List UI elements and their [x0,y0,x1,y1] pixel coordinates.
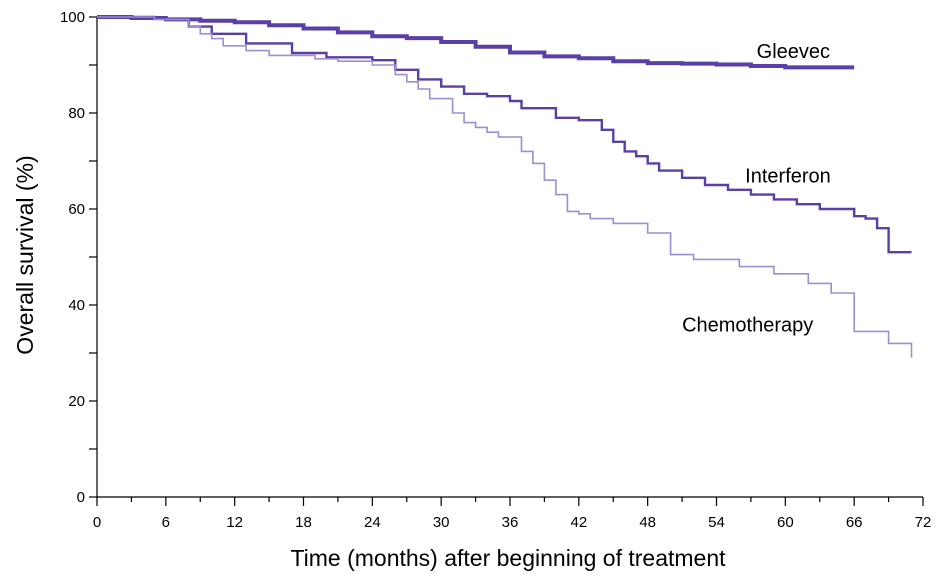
x-tick-label: 6 [162,514,170,531]
series-line-interferon [97,15,912,254]
y-tick-label: 40 [68,297,85,314]
y-tick-label: 20 [68,393,85,410]
x-tick-label: 18 [295,514,312,531]
series-line-gleevec [97,15,855,70]
series-lines [97,15,913,358]
x-tick-label: 24 [364,514,381,531]
y-tick-label: 0 [77,489,85,506]
x-tick-label: 48 [639,514,656,531]
y-axis-ticks: 0 20 40 60 80 100 [60,9,97,506]
y-axis-title: Overall survival (%) [12,155,38,354]
series-labels: Gleevec Interferon Chemotherapy [682,41,831,337]
series-line-chemotherapy [97,16,913,358]
series-label-chemotherapy: Chemotherapy [682,314,813,336]
x-axis-title: Time (months) after beginning of treatme… [290,545,726,571]
x-tick-label: 36 [502,514,519,531]
x-tick-label: 12 [226,514,243,531]
x-tick-label: 0 [93,514,101,531]
y-tick-label: 60 [68,201,85,218]
x-axis-ticks: 0 6 12 18 24 30 36 42 48 54 60 66 72 [93,497,932,531]
x-tick-label: 60 [777,514,794,531]
x-tick-label: 72 [915,514,932,531]
x-tick-label: 66 [846,514,863,531]
y-tick-label: 80 [68,105,85,122]
series-label-gleevec: Gleevec [757,41,830,63]
y-tick-label: 100 [60,9,85,26]
x-tick-label: 54 [708,514,725,531]
x-tick-label: 30 [433,514,450,531]
x-tick-label: 42 [570,514,587,531]
axes [96,17,923,498]
series-label-interferon: Interferon [745,166,831,188]
